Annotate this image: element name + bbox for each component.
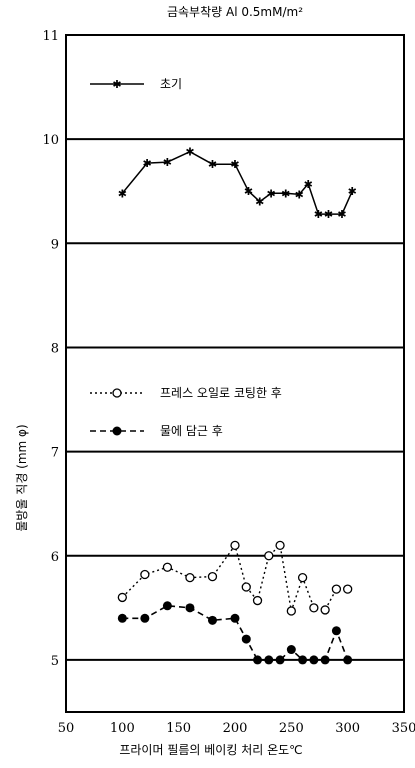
point-water — [253, 655, 263, 665]
y-axis-label: 물방울 직경 (mm φ) — [15, 424, 29, 531]
point-initial: ✱ — [337, 208, 346, 221]
point-water — [207, 615, 217, 625]
y-tick-label: 10 — [42, 133, 59, 148]
legend-open-circle-marker — [112, 388, 122, 398]
point-press-oil — [343, 584, 353, 594]
point-press-oil — [162, 562, 173, 572]
point-initial: ✱ — [118, 187, 127, 200]
point-initial: ✱ — [208, 158, 217, 171]
y-tick-labels: 5 6 7 8 9 10 11 — [42, 29, 59, 669]
point-initial: ✱ — [143, 157, 152, 170]
point-press-oil — [185, 572, 195, 583]
point-water — [331, 626, 341, 636]
point-press-oil — [241, 582, 251, 592]
y-tick-label: 8 — [51, 341, 59, 356]
legend-star-marker: ✱ — [112, 78, 121, 91]
point-initial: ✱ — [281, 187, 290, 200]
x-tick-label: 50 — [58, 721, 75, 736]
point-initial: ✱ — [324, 208, 333, 221]
chart-title: 금속부착량 Al 0.5mM/m² — [167, 5, 303, 19]
point-water — [140, 613, 150, 623]
x-tick-label: 250 — [279, 721, 304, 736]
point-press-oil — [264, 551, 274, 561]
point-initial: ✱ — [304, 178, 313, 191]
point-initial: ✱ — [244, 185, 253, 198]
x-tick-labels: 50 100 150 200 250 300 350 — [58, 721, 415, 736]
legend-filled-circle-marker — [112, 426, 122, 436]
y-tick-label: 5 — [51, 654, 59, 669]
point-initial: ✱ — [314, 208, 323, 221]
x-tick-label: 350 — [392, 721, 415, 736]
x-tick-label: 200 — [223, 721, 248, 736]
point-initial: ✱ — [230, 158, 239, 171]
point-initial: ✱ — [266, 187, 275, 200]
series-line-initial — [121, 150, 353, 215]
point-initial: ✱ — [163, 156, 172, 169]
x-tick-label: 150 — [166, 721, 191, 736]
x-tick-label: 300 — [335, 721, 360, 736]
point-water — [286, 645, 296, 655]
series-line-press-oil — [121, 543, 348, 612]
point-initial: ✱ — [255, 196, 264, 209]
series-line-water — [122, 604, 349, 661]
point-initial: ✱ — [295, 188, 304, 201]
legend-label-press-oil: 프레스 오일로 코팅한 후 — [160, 386, 282, 400]
point-press-oil — [140, 569, 150, 580]
x-tick-label: 100 — [110, 721, 135, 736]
point-initial: ✱ — [185, 146, 194, 159]
point-water — [275, 655, 285, 665]
point-water — [241, 634, 251, 644]
point-water — [230, 613, 240, 623]
point-press-oil — [297, 572, 308, 583]
point-water — [185, 603, 195, 613]
point-press-oil — [252, 595, 263, 606]
legend-label-initial: 초기 — [160, 77, 182, 91]
plot-frame — [65, 34, 405, 713]
y-tick-label: 11 — [42, 29, 59, 44]
point-press-oil — [331, 584, 342, 594]
y-tick-label: 6 — [51, 550, 59, 565]
point-water — [162, 601, 172, 611]
legend: ✱ 초기 프레스 오일로 코팅한 후 물에 담근 후 — [90, 77, 282, 438]
point-water — [264, 655, 274, 665]
point-water — [298, 655, 308, 665]
gridlines — [66, 34, 404, 661]
point-water — [117, 613, 127, 623]
point-press-oil — [207, 571, 218, 582]
point-press-oil — [320, 605, 330, 615]
point-water — [320, 655, 330, 665]
y-tick-label: 7 — [51, 446, 59, 461]
x-axis-label: 프라이머 필름의 베이킹 처리 온도℃ — [119, 743, 302, 757]
series-layer: ✱✱ ✱✱✱ ✱✱✱✱ ✱ ✱✱✱ ✱ ✱✱ — [117, 146, 357, 665]
legend-label-water: 물에 담근 후 — [160, 424, 223, 438]
point-water — [343, 655, 353, 665]
point-initial: ✱ — [348, 185, 357, 198]
point-press-oil — [230, 540, 240, 551]
y-tick-label: 9 — [51, 237, 59, 252]
point-water — [309, 655, 319, 665]
point-press-oil — [309, 603, 319, 613]
point-press-oil — [117, 592, 127, 603]
point-press-oil — [286, 606, 296, 616]
point-press-oil — [275, 540, 285, 551]
